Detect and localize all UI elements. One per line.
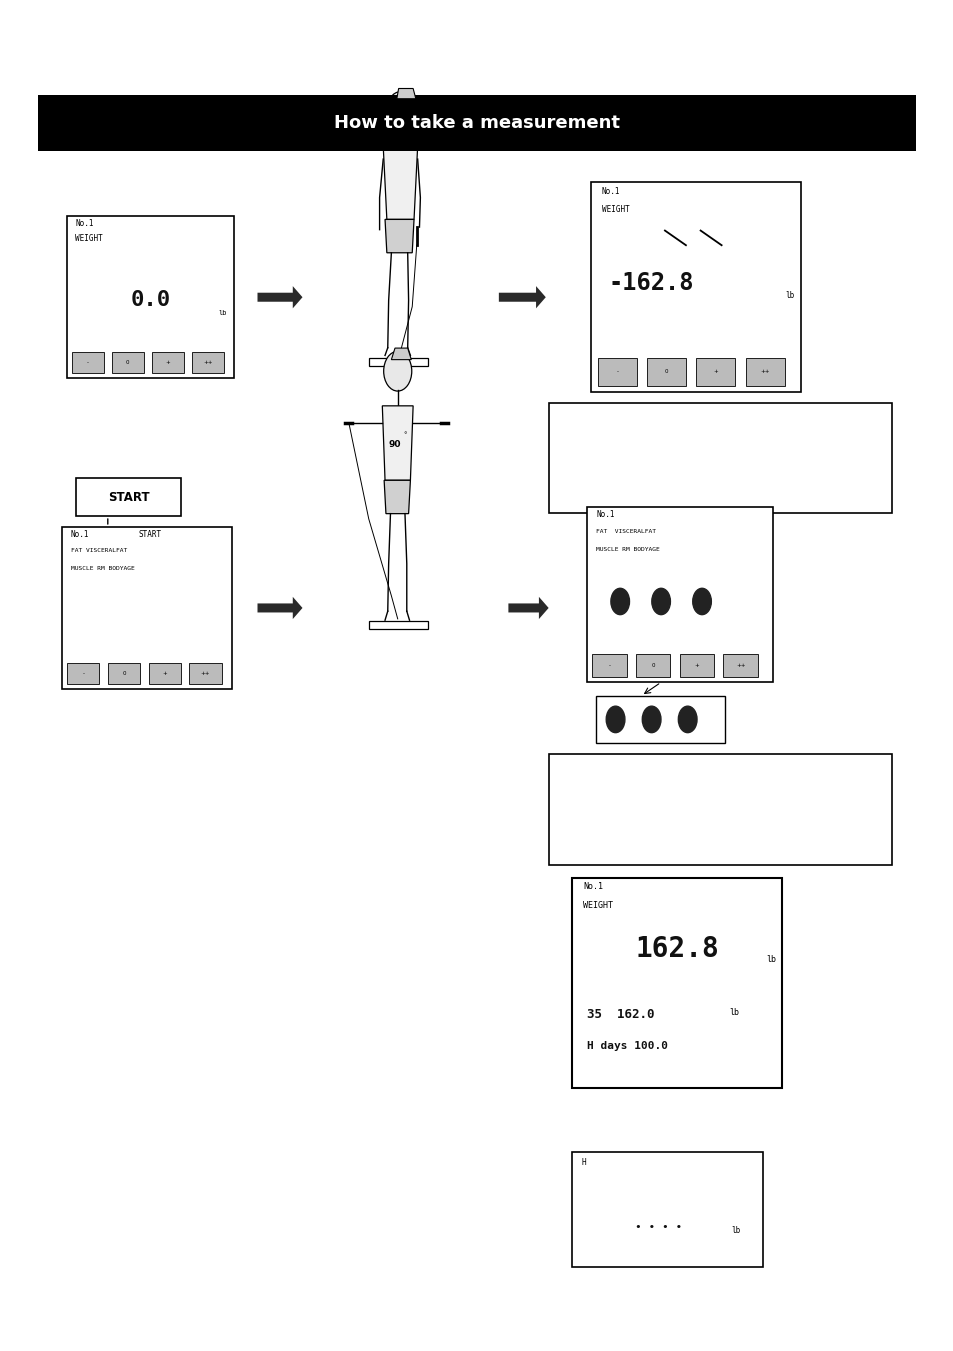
Polygon shape: [391, 349, 411, 359]
Bar: [745, 358, 783, 385]
Circle shape: [692, 588, 711, 615]
Text: FAT  VISCERALFAT: FAT VISCERALFAT: [596, 530, 656, 535]
Bar: [636, 654, 670, 677]
Text: 0: 0: [126, 361, 130, 365]
Bar: [192, 353, 223, 373]
Bar: [598, 358, 636, 385]
Text: No.1: No.1: [71, 530, 89, 539]
Text: • • • •: • • • •: [634, 1223, 681, 1232]
Text: lb: lb: [729, 1008, 739, 1017]
Text: MUSCLE RM BODYAGE: MUSCLE RM BODYAGE: [71, 566, 134, 571]
Text: ++: ++: [200, 671, 210, 676]
Text: 35  162.0: 35 162.0: [586, 1008, 654, 1021]
Text: -162.8: -162.8: [608, 272, 693, 295]
Text: -: -: [87, 361, 89, 365]
Text: FAT VISCERALFAT: FAT VISCERALFAT: [71, 549, 127, 553]
Bar: [67, 663, 99, 684]
Bar: [696, 358, 735, 385]
Text: ++: ++: [203, 361, 213, 365]
Polygon shape: [385, 219, 414, 253]
Polygon shape: [396, 89, 416, 99]
Bar: [722, 654, 757, 677]
Text: lb: lb: [730, 1225, 740, 1235]
Text: No.1: No.1: [582, 882, 602, 892]
Bar: [189, 663, 221, 684]
Bar: [108, 663, 140, 684]
Bar: [592, 654, 626, 677]
Bar: [149, 663, 181, 684]
Text: 0: 0: [651, 663, 655, 669]
Text: ++: ++: [760, 369, 769, 374]
Text: No.1: No.1: [596, 511, 614, 519]
Text: 0.0: 0.0: [130, 290, 171, 311]
Bar: [679, 654, 714, 677]
Bar: [572, 1152, 762, 1267]
Bar: [548, 754, 891, 865]
Text: H days 100.0: H days 100.0: [586, 1042, 667, 1051]
Bar: [596, 696, 724, 743]
Text: 162.8: 162.8: [635, 935, 719, 963]
Bar: [67, 216, 233, 378]
Bar: [548, 403, 891, 513]
Bar: [76, 478, 181, 516]
Text: WEIGHT: WEIGHT: [582, 901, 612, 911]
Text: ++: ++: [735, 663, 744, 669]
Circle shape: [641, 707, 660, 732]
Text: START: START: [108, 490, 150, 504]
Bar: [592, 559, 766, 647]
Text: WEIGHT: WEIGHT: [75, 234, 103, 243]
Bar: [578, 1202, 757, 1258]
Bar: [578, 1162, 757, 1196]
Text: lb: lb: [765, 955, 775, 965]
Text: °: °: [403, 432, 406, 438]
Text: -: -: [608, 663, 610, 669]
Circle shape: [610, 588, 629, 615]
Polygon shape: [384, 480, 410, 513]
Circle shape: [383, 351, 412, 390]
Text: 0: 0: [664, 369, 668, 374]
Bar: [73, 262, 227, 346]
Bar: [38, 95, 915, 151]
Text: How to take a measurement: How to take a measurement: [334, 113, 619, 132]
Text: MUSCLE RM BODYAGE: MUSCLE RM BODYAGE: [596, 547, 659, 553]
Text: -: -: [82, 671, 84, 676]
Bar: [578, 997, 775, 1081]
Text: +: +: [713, 369, 718, 374]
Text: H: H: [581, 1158, 586, 1167]
Polygon shape: [382, 405, 413, 480]
Text: WEIGHT: WEIGHT: [601, 205, 629, 215]
Text: +: +: [694, 663, 699, 669]
Bar: [368, 621, 427, 630]
Circle shape: [651, 588, 670, 615]
Bar: [591, 182, 801, 392]
Text: 90: 90: [388, 440, 401, 449]
Bar: [586, 507, 772, 682]
Text: +: +: [165, 361, 170, 365]
Bar: [62, 527, 232, 689]
Polygon shape: [383, 146, 417, 219]
Text: 0: 0: [122, 671, 126, 676]
Text: START: START: [138, 530, 161, 539]
Circle shape: [605, 707, 624, 732]
Bar: [71, 353, 104, 373]
Text: No.1: No.1: [601, 186, 619, 196]
Bar: [368, 358, 427, 366]
Text: No.1: No.1: [75, 219, 93, 228]
Circle shape: [386, 92, 414, 131]
Bar: [646, 358, 685, 385]
Text: -: -: [616, 369, 618, 374]
Bar: [112, 353, 143, 373]
Circle shape: [678, 707, 697, 732]
Bar: [69, 578, 225, 657]
Text: +: +: [162, 671, 167, 676]
Bar: [578, 909, 775, 989]
Bar: [598, 228, 794, 350]
Bar: [572, 878, 781, 1088]
Text: lb: lb: [785, 290, 794, 300]
Bar: [152, 353, 183, 373]
Text: lb: lb: [218, 311, 227, 316]
